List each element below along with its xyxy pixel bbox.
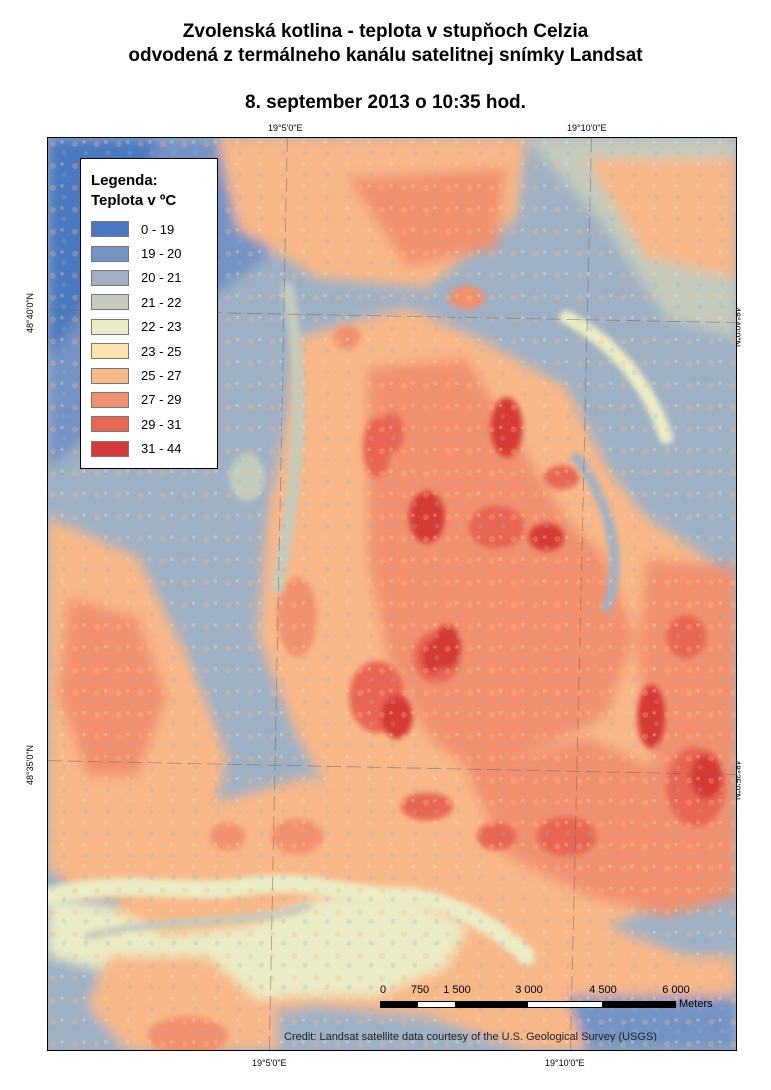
legend-item: 22 - 23 — [91, 315, 217, 339]
scale-segment — [528, 1002, 602, 1007]
legend-label: 19 - 20 — [141, 246, 182, 262]
legend-label: 23 - 25 — [141, 343, 182, 359]
acquisition-date: 8. september 2013 o 10:35 hod. — [245, 92, 526, 113]
legend-item: 21 - 22 — [91, 290, 217, 314]
scale-units: Meters — [679, 998, 713, 1010]
scale-label-4500: 4 500 — [589, 984, 617, 996]
legend-items: 0 - 19 19 - 20 20 - 21 21 - 22 22 - 23 23 - 2… — [91, 217, 217, 461]
legend-item: 31 - 44 — [91, 437, 217, 461]
legend-item: 0 - 19 — [91, 217, 217, 241]
legend-label: 31 - 44 — [141, 441, 182, 457]
legend-item: 23 - 25 — [91, 339, 217, 363]
legend-label: 20 - 21 — [141, 270, 182, 286]
legend-label: 21 - 22 — [141, 294, 182, 310]
thermal-raster — [48, 138, 736, 1050]
legend-title-line-1: Legenda: — [91, 172, 158, 189]
legend-label: 22 - 23 — [141, 319, 182, 335]
legend-item: 19 - 20 — [91, 241, 217, 265]
legend-label: 25 - 27 — [141, 368, 182, 384]
coord-top-left-lon: 19°5'0"E — [268, 123, 303, 133]
legend-swatch — [91, 221, 129, 238]
legend-title-line-2: Teplota v ºC — [91, 192, 177, 209]
scale-label-6000: 6 000 — [662, 984, 690, 996]
scale-segment — [601, 1002, 675, 1007]
legend-label: 0 - 19 — [141, 221, 175, 237]
coord-left-upper-lat: 48°40'0"N — [25, 292, 36, 334]
scale-label-3000: 3 000 — [515, 984, 543, 996]
legend: Legenda: Teplota v ºC 0 - 19 19 - 20 20 - … — [80, 158, 218, 469]
legend-swatch — [91, 416, 129, 433]
scale-segment — [454, 1002, 528, 1007]
scale-bar: 0 750 1 500 3 000 4 500 6 000 Meters — [380, 984, 720, 1014]
coord-bottom-right-lon: 19°10'0"E — [545, 1058, 585, 1068]
legend-swatch — [91, 367, 129, 384]
legend-swatch — [91, 269, 129, 286]
legend-swatch — [91, 343, 129, 360]
title-line-2: odvodená z termálneho kanálu satelitnej … — [128, 45, 643, 66]
scale-bar-graphic — [380, 1001, 676, 1008]
scale-label-750: 750 — [410, 984, 430, 996]
scale-label-0: 0 — [379, 984, 387, 996]
legend-swatch — [91, 440, 129, 457]
legend-swatch — [91, 318, 129, 335]
credit-text: Credit: Landsat satellite data courtesy … — [284, 1031, 657, 1043]
scale-segment — [381, 1002, 418, 1007]
legend-label: 29 - 31 — [141, 416, 182, 432]
title-line-1: Zvolenská kotlina - teplota v stupňoch C… — [182, 21, 589, 42]
coord-left-lower-lat: 48°35'0"N — [25, 744, 36, 786]
legend-item: 25 - 27 — [91, 363, 217, 387]
map-title: Zvolenská kotlina - teplota v stupňoch C… — [0, 20, 771, 68]
legend-item: 29 - 31 — [91, 412, 217, 436]
legend-item: 20 - 21 — [91, 266, 217, 290]
legend-label: 27 - 29 — [141, 392, 182, 408]
coord-top-right-lon: 19°10'0"E — [567, 123, 607, 133]
legend-swatch — [91, 294, 129, 311]
scale-segment — [417, 1002, 455, 1007]
scale-label-1500: 1 500 — [443, 984, 471, 996]
temperature-map[interactable] — [47, 137, 737, 1051]
legend-item: 27 - 29 — [91, 388, 217, 412]
legend-swatch — [91, 391, 129, 408]
legend-swatch — [91, 245, 129, 262]
coord-bottom-left-lon: 19°5'0"E — [252, 1058, 287, 1068]
